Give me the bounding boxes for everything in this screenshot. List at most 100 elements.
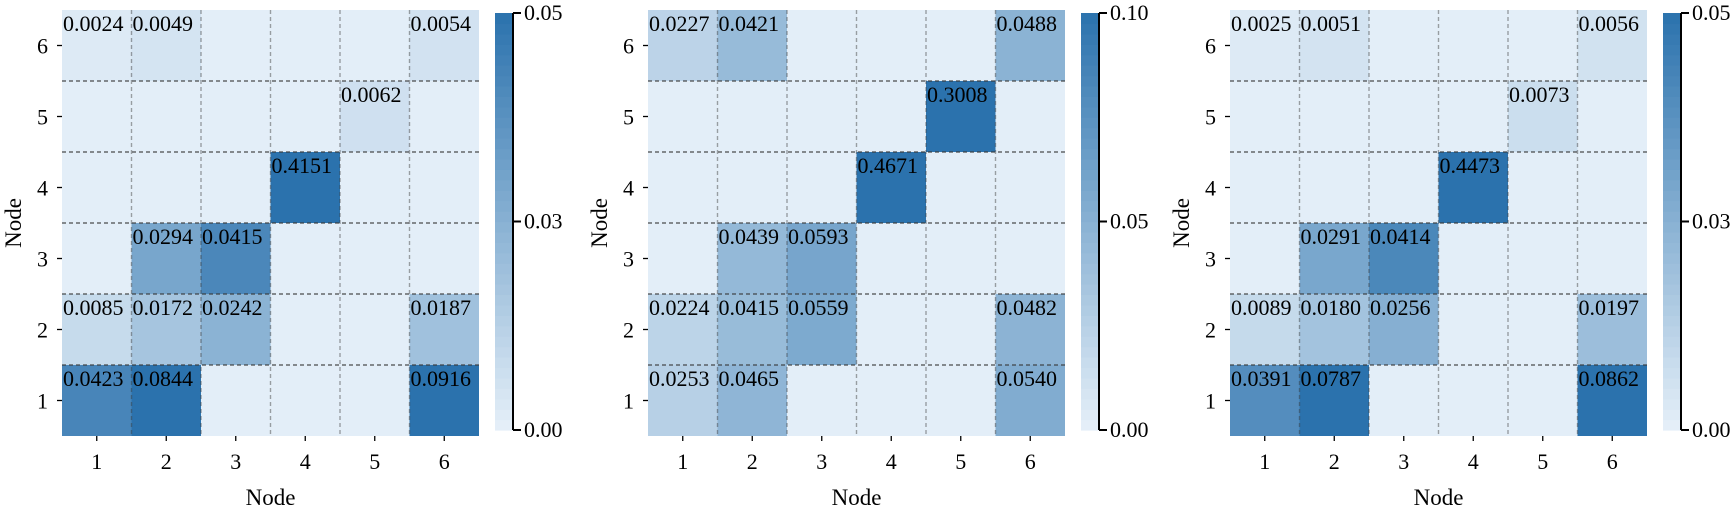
y-tick-label: 2 <box>37 318 48 343</box>
colorbar-segment <box>1081 200 1099 212</box>
cell-value-label: 0.0439 <box>719 224 780 249</box>
colorbar-segment <box>1081 367 1099 379</box>
colorbar-tick-label: 0.10 <box>1110 0 1149 25</box>
colorbar-segment <box>1663 284 1681 296</box>
heatmap-cell <box>648 294 718 365</box>
y-tick-label: 1 <box>37 389 48 414</box>
colorbar-segment <box>1663 231 1681 243</box>
heatmap-cell <box>648 365 718 436</box>
heatmap-cell <box>201 223 271 294</box>
y-axis-label: Node <box>1169 198 1194 248</box>
heatmap-cell <box>648 10 718 81</box>
colorbar-segment <box>495 315 513 327</box>
y-axis-label: Node <box>1 198 26 248</box>
heatmap-cell <box>131 223 201 294</box>
heatmap-cell <box>926 81 996 152</box>
colorbar-segment <box>1663 221 1681 233</box>
colorbar-segment <box>1663 85 1681 97</box>
colorbar-segment <box>1663 242 1681 254</box>
heatmap-cell <box>131 294 201 365</box>
x-tick-label: 4 <box>886 449 897 474</box>
x-tick-label: 5 <box>1537 449 1548 474</box>
colorbar-segment <box>1081 138 1099 150</box>
y-tick-label: 6 <box>623 34 634 59</box>
cell-value-label: 0.0253 <box>649 366 710 391</box>
y-tick-label: 3 <box>37 247 48 272</box>
x-tick-label: 1 <box>1259 449 1270 474</box>
cell-value-label: 0.0916 <box>411 366 472 391</box>
x-tick-label: 3 <box>1398 449 1409 474</box>
cell-value-label: 0.0056 <box>1579 11 1640 36</box>
cell-value-label: 0.0024 <box>63 11 124 36</box>
colorbar-segment <box>495 242 513 254</box>
colorbar-segment <box>1663 200 1681 212</box>
colorbar-segment <box>1663 169 1681 181</box>
cell-value-label: 0.0593 <box>788 224 849 249</box>
y-axis-label: Node <box>587 198 612 248</box>
cell-value-label: 0.0465 <box>719 366 780 391</box>
colorbar-segment <box>495 179 513 191</box>
colorbar-segment <box>1081 23 1099 35</box>
heatmap-cell <box>201 294 271 365</box>
x-tick-label: 5 <box>955 449 966 474</box>
cell-value-label: 0.0180 <box>1301 295 1362 320</box>
colorbar-segment <box>1081 357 1099 369</box>
heatmap-cell <box>409 294 479 365</box>
colorbar-segment <box>1663 294 1681 306</box>
colorbar-segment <box>495 138 513 150</box>
cell-value-label: 0.0414 <box>1370 224 1431 249</box>
colorbar-segment <box>1663 75 1681 87</box>
colorbar-segment <box>1081 263 1099 275</box>
heatmap-cell <box>1299 294 1369 365</box>
cell-value-label: 0.0227 <box>649 11 710 36</box>
colorbar-segment <box>495 54 513 66</box>
colorbar-segment <box>495 367 513 379</box>
colorbar-segment <box>1081 158 1099 170</box>
colorbar-segment <box>1663 65 1681 77</box>
colorbar-segment <box>1663 336 1681 348</box>
heatmap-cell <box>995 294 1065 365</box>
y-tick-label: 2 <box>623 318 634 343</box>
colorbar-segment <box>1081 211 1099 223</box>
cell-value-label: 0.0172 <box>133 295 194 320</box>
colorbar-segment <box>495 398 513 410</box>
colorbar-segment <box>1081 377 1099 389</box>
x-tick-label: 6 <box>1025 449 1036 474</box>
colorbar-segment <box>495 200 513 212</box>
heatmap-cell <box>131 365 201 436</box>
x-axis-label: Node <box>246 485 296 510</box>
colorbar-segment <box>1081 294 1099 306</box>
colorbar-segment <box>1081 179 1099 191</box>
colorbar-tick-label: 0.00 <box>1692 417 1731 442</box>
colorbar-tick-label: 0.03 <box>1692 209 1731 234</box>
colorbar-segment <box>1663 179 1681 191</box>
cell-value-label: 0.0482 <box>997 295 1058 320</box>
heatmap-cell <box>717 223 787 294</box>
x-axis-label: Node <box>1414 485 1464 510</box>
cell-value-label: 0.0291 <box>1301 224 1362 249</box>
colorbar-segment <box>1081 96 1099 108</box>
x-tick-label: 1 <box>91 449 102 474</box>
heatmap-cell <box>1577 10 1647 81</box>
colorbar-segment <box>1081 304 1099 316</box>
colorbar-segment <box>495 409 513 421</box>
heatmap-cell <box>717 365 787 436</box>
heatmap-cell <box>62 294 132 365</box>
colorbar-segment <box>495 284 513 296</box>
colorbar-segment <box>1663 44 1681 56</box>
colorbar-segment <box>1663 138 1681 150</box>
cell-value-label: 0.0085 <box>63 295 124 320</box>
y-tick-label: 4 <box>623 176 634 201</box>
y-tick-label: 5 <box>37 105 48 130</box>
heatmap-cell <box>1577 365 1647 436</box>
colorbar-segment <box>1663 409 1681 421</box>
colorbar-segment <box>1663 398 1681 410</box>
colorbar-segment <box>1081 419 1099 431</box>
colorbar-segment <box>1663 273 1681 285</box>
colorbar-tick-label: 0.03 <box>524 209 563 234</box>
cell-value-label: 0.0025 <box>1231 11 1292 36</box>
cell-value-label: 0.0415 <box>202 224 263 249</box>
colorbar-segment <box>1663 367 1681 379</box>
